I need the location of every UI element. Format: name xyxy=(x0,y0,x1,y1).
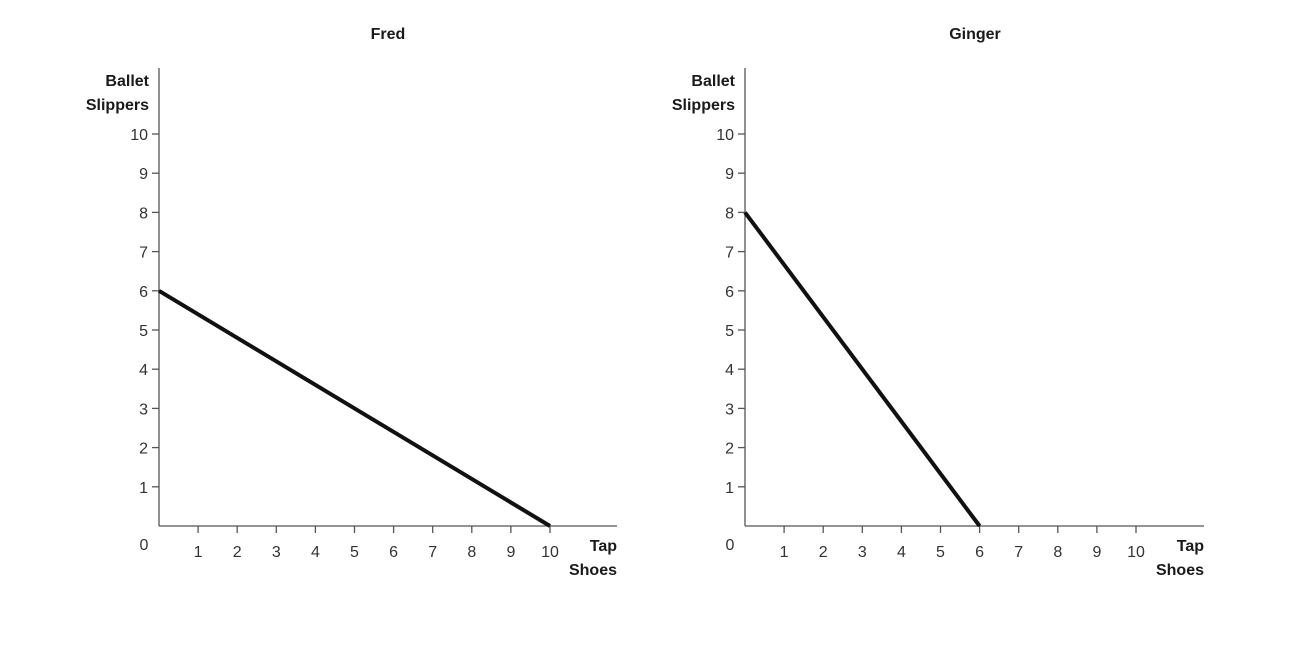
y-tick-label: 5 xyxy=(139,323,148,340)
y-tick-label: 6 xyxy=(725,284,734,301)
y-tick-label: 2 xyxy=(139,441,148,458)
y-tick-label: 3 xyxy=(725,401,734,418)
x-tick-label: 6 xyxy=(975,544,984,561)
y-tick-label: 1 xyxy=(725,480,734,497)
y-tick-label: 7 xyxy=(139,245,148,262)
chart-title: Fred xyxy=(371,26,406,43)
x-tick-label: 3 xyxy=(272,544,281,561)
y-axis-label: Slippers xyxy=(672,97,735,114)
y-tick-label: 4 xyxy=(139,362,148,379)
y-tick-label: 8 xyxy=(725,205,734,222)
x-tick-label: 7 xyxy=(1014,544,1023,561)
y-tick-label: 6 xyxy=(139,284,148,301)
y-axis-label: Ballet xyxy=(105,73,149,90)
y-tick-label: 5 xyxy=(725,323,734,340)
x-tick-label: 5 xyxy=(350,544,359,561)
x-axis-label: Tap xyxy=(590,538,617,555)
origin-label: 0 xyxy=(140,537,149,554)
x-tick-label: 2 xyxy=(819,544,828,561)
x-tick-label: 10 xyxy=(1127,544,1145,561)
x-tick-label: 10 xyxy=(541,544,559,561)
x-tick-label: 1 xyxy=(780,544,789,561)
y-axis-label: Slippers xyxy=(86,97,149,114)
y-tick-label: 9 xyxy=(139,166,148,183)
y-tick-label: 2 xyxy=(725,441,734,458)
y-tick-label: 4 xyxy=(725,362,734,379)
x-tick-label: 9 xyxy=(1092,544,1101,561)
x-axis-label: Shoes xyxy=(1156,562,1204,579)
y-axis-label: Ballet xyxy=(691,73,735,90)
x-tick-label: 4 xyxy=(897,544,906,561)
y-tick-label: 8 xyxy=(139,205,148,222)
x-tick-label: 3 xyxy=(858,544,867,561)
x-tick-label: 1 xyxy=(194,544,203,561)
panel-fred: Fred Ballet Slippers Tap Shoes 0 1 2 3 4 5 6 7 8 9 10 1 2… xyxy=(86,26,617,579)
x-tick-label: 7 xyxy=(428,544,437,561)
y-tick-label: 1 xyxy=(139,480,148,497)
panel-ginger: Ginger Ballet Slippers Tap Shoes 0 1 2 3 4 5 6 7 8 9 10… xyxy=(672,26,1204,579)
chart-title: Ginger xyxy=(949,26,1001,43)
x-tick-label: 8 xyxy=(1053,544,1062,561)
x-axis-label: Tap xyxy=(1177,538,1204,555)
x-tick-label: 9 xyxy=(506,544,515,561)
x-tick-label: 2 xyxy=(233,544,242,561)
y-tick-label: 10 xyxy=(716,127,734,144)
origin-label: 0 xyxy=(726,537,735,554)
x-tick-label: 4 xyxy=(311,544,320,561)
y-tick-label: 10 xyxy=(130,127,148,144)
ppf-line xyxy=(743,211,982,528)
ppf-line xyxy=(157,289,552,528)
x-tick-label: 5 xyxy=(936,544,945,561)
y-tick-label: 7 xyxy=(725,245,734,262)
x-tick-label: 6 xyxy=(389,544,398,561)
x-axis-label: Shoes xyxy=(569,562,617,579)
y-tick-label: 3 xyxy=(139,401,148,418)
x-tick-label: 8 xyxy=(467,544,476,561)
y-tick-label: 9 xyxy=(725,166,734,183)
